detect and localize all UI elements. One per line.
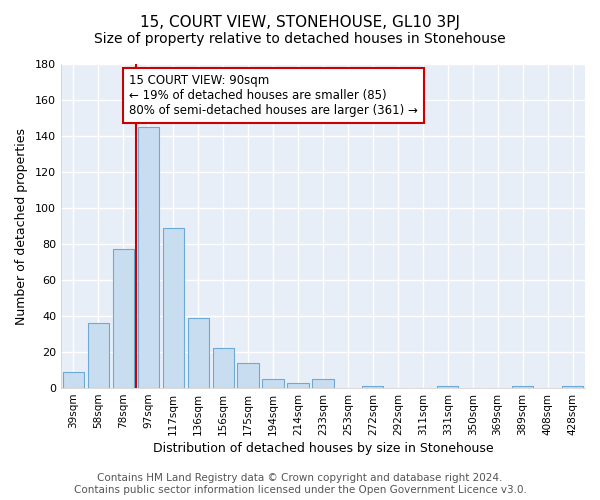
Bar: [63, 372, 84, 388]
Bar: [212, 348, 234, 388]
Bar: [113, 250, 134, 388]
Bar: [163, 228, 184, 388]
Text: Contains HM Land Registry data © Crown copyright and database right 2024.
Contai: Contains HM Land Registry data © Crown c…: [74, 474, 526, 495]
Bar: [512, 386, 533, 388]
Bar: [188, 318, 209, 388]
Bar: [562, 386, 583, 388]
Bar: [262, 379, 284, 388]
Bar: [88, 324, 109, 388]
Bar: [238, 363, 259, 388]
X-axis label: Distribution of detached houses by size in Stonehouse: Distribution of detached houses by size …: [152, 442, 493, 455]
Y-axis label: Number of detached properties: Number of detached properties: [15, 128, 28, 324]
Bar: [137, 127, 159, 388]
Bar: [437, 386, 458, 388]
Text: Size of property relative to detached houses in Stonehouse: Size of property relative to detached ho…: [94, 32, 506, 46]
Text: 15 COURT VIEW: 90sqm
← 19% of detached houses are smaller (85)
80% of semi-detac: 15 COURT VIEW: 90sqm ← 19% of detached h…: [129, 74, 418, 116]
Bar: [313, 379, 334, 388]
Text: 15, COURT VIEW, STONEHOUSE, GL10 3PJ: 15, COURT VIEW, STONEHOUSE, GL10 3PJ: [140, 15, 460, 30]
Bar: [287, 382, 308, 388]
Bar: [362, 386, 383, 388]
